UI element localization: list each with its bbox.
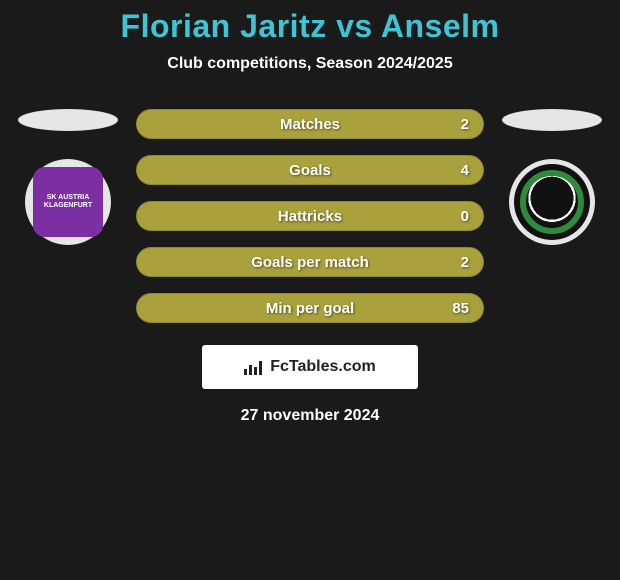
- stat-label: Min per goal: [266, 300, 354, 317]
- stat-bar: Hattricks 0: [136, 201, 484, 231]
- club-crest-left: SK AUSTRIA KLAGENFURT: [33, 167, 103, 237]
- club-crest-right: [514, 164, 590, 240]
- left-player-column: SK AUSTRIA KLAGENFURT: [18, 109, 118, 245]
- right-player-column: [502, 109, 602, 245]
- brand-box[interactable]: FcTables.com: [202, 345, 418, 389]
- stat-bar: Goals 4: [136, 155, 484, 185]
- comparison-card: Florian Jaritz vs Anselm Club competitio…: [0, 0, 620, 425]
- stat-value-right: 4: [461, 162, 469, 179]
- stat-label: Hattricks: [278, 208, 342, 225]
- stat-value-right: 2: [461, 116, 469, 133]
- stat-value-right: 2: [461, 254, 469, 271]
- stat-bar: Min per goal 85: [136, 293, 484, 323]
- stat-value-right: 0: [461, 208, 469, 225]
- stat-label: Goals per match: [251, 254, 369, 271]
- subtitle: Club competitions, Season 2024/2025: [0, 55, 620, 73]
- brand-text: FcTables.com: [270, 358, 376, 376]
- chart-icon: [244, 359, 264, 375]
- date-label: 27 november 2024: [0, 407, 620, 425]
- player-avatar-left: [18, 109, 118, 131]
- main-row: SK AUSTRIA KLAGENFURT Matches 2 Goals 4 Hatt…: [0, 109, 620, 323]
- club-label-left: SK AUSTRIA KLAGENFURT: [37, 194, 99, 209]
- club-badge-left: SK AUSTRIA KLAGENFURT: [25, 159, 111, 245]
- player-avatar-right: [502, 109, 602, 131]
- stat-label: Matches: [280, 116, 340, 133]
- stat-bar: Goals per match 2: [136, 247, 484, 277]
- club-badge-right: [509, 159, 595, 245]
- stat-bar: Matches 2: [136, 109, 484, 139]
- page-title: Florian Jaritz vs Anselm: [0, 8, 620, 45]
- stat-label: Goals: [289, 162, 331, 179]
- club-crest-ring: [520, 170, 584, 234]
- stats-column: Matches 2 Goals 4 Hattricks 0 Goals per match 2…: [136, 109, 484, 323]
- stat-value-right: 85: [452, 300, 469, 317]
